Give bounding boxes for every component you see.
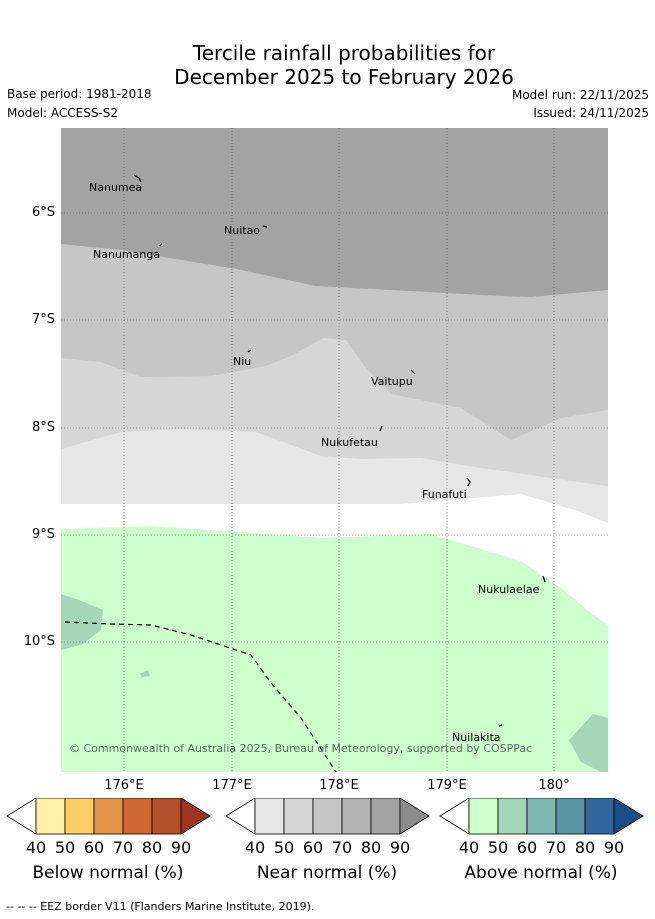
- place-label: Nanumanga: [93, 248, 161, 261]
- place-label: Nuitao: [224, 224, 261, 237]
- eez-note: -- -- -- EEZ border V11 (Flanders Marine…: [6, 900, 315, 913]
- issued-date: Issued: 24/11/2025: [533, 106, 649, 120]
- below-colorbar-extend-high: [180, 798, 211, 835]
- copyright-notice: © Commonwealth of Australia 2025, Bureau…: [69, 742, 533, 755]
- island-outlines: [133, 174, 546, 727]
- near-colorbar-segment: [312, 798, 343, 835]
- above-normal-50-zone: [61, 526, 608, 772]
- above-normal-60-patch-west: [61, 594, 103, 650]
- lat-label: 9°S: [31, 527, 55, 542]
- above-colorbar-tick: 40: [458, 838, 480, 857]
- above-normal-label: Above normal (%): [464, 863, 618, 883]
- below-colorbar-segment: [64, 798, 95, 835]
- place-label: Vaitupu: [371, 375, 413, 388]
- near-colorbar-segment: [283, 798, 314, 835]
- below-colorbar-tick: 70: [112, 838, 134, 857]
- eez-border: [64, 621, 337, 772]
- below-colorbar-tick: 50: [54, 838, 76, 857]
- lon-label: 177°E: [212, 778, 252, 793]
- place-label: Funafuti: [422, 488, 467, 501]
- above-normal-60-patch-east: [569, 714, 608, 772]
- lon-label: 178°E: [319, 778, 359, 793]
- near-normal-label: Near normal (%): [256, 863, 398, 883]
- above-colorbar-segment: [526, 798, 557, 835]
- place-label: Nanumea: [89, 181, 143, 194]
- lon-label: 179°E: [427, 778, 467, 793]
- map-svg: [61, 128, 608, 772]
- below-normal-label: Below normal (%): [32, 863, 184, 883]
- lat-label: 10°S: [23, 634, 55, 649]
- near-colorbar-tick: 80: [360, 838, 382, 857]
- place-label: Nukulaelae: [478, 583, 540, 596]
- near-normal-colorbar: [225, 798, 430, 835]
- above-colorbar-tick: 70: [545, 838, 567, 857]
- gridlines: [61, 128, 608, 772]
- near-colorbar-extend-low: [225, 798, 256, 835]
- above-colorbar-tick: 50: [487, 838, 509, 857]
- lat-label: 8°S: [31, 420, 55, 435]
- place-label: Nuilakita: [452, 731, 501, 744]
- below-colorbar-tick: 40: [25, 838, 47, 857]
- near-colorbar-tick: 70: [331, 838, 353, 857]
- below-colorbar-segment: [35, 798, 66, 835]
- lon-label: 180°: [538, 778, 570, 793]
- above-colorbar-tick: 60: [516, 838, 538, 857]
- above-colorbar-extend-low: [439, 798, 470, 835]
- below-colorbar-segment: [93, 798, 124, 835]
- above-colorbar-segment: [468, 798, 499, 835]
- above-colorbar-tick: 90: [603, 838, 625, 857]
- below-colorbar-segment: [151, 798, 182, 835]
- map-title-line1: Tercile rainfall probabilities for: [192, 41, 496, 65]
- near-colorbar-segment: [370, 798, 401, 835]
- above-colorbar-tick: 80: [574, 838, 596, 857]
- above-colorbar-segment: [584, 798, 615, 835]
- place-label: Niu: [233, 355, 252, 368]
- colorbars: [6, 798, 644, 835]
- near-colorbar-tick: 60: [302, 838, 324, 857]
- above-colorbar-segment: [555, 798, 586, 835]
- model-run: Model run: 22/11/2025: [511, 88, 649, 102]
- below-colorbar-tick: 60: [83, 838, 105, 857]
- below-colorbar-tick: 90: [170, 838, 192, 857]
- model-name: Model: ACCESS-S2: [7, 106, 119, 120]
- below-colorbar-extend-low: [6, 798, 37, 835]
- base-period: Base period: 1981-2018: [7, 87, 152, 101]
- near-colorbar-segment: [341, 798, 372, 835]
- place-label: Nukufetau: [321, 436, 378, 449]
- below-colorbar-segment: [122, 798, 153, 835]
- above-colorbar-segment: [497, 798, 528, 835]
- near-colorbar-tick: 40: [244, 838, 266, 857]
- lat-label: 7°S: [31, 312, 55, 327]
- lon-label: 176°E: [104, 778, 144, 793]
- near-colorbar-tick: 50: [273, 838, 295, 857]
- below-normal-colorbar: [6, 798, 211, 835]
- near-colorbar-tick: 90: [389, 838, 411, 857]
- near-colorbar-extend-high: [399, 798, 430, 835]
- lat-label: 6°S: [31, 205, 55, 220]
- above-colorbar-extend-high: [613, 798, 644, 835]
- above-normal-60-patch-small: [140, 670, 150, 677]
- near-colorbar-segment: [254, 798, 285, 835]
- map-panel: [61, 128, 608, 772]
- below-colorbar-tick: 80: [141, 838, 163, 857]
- above-normal-colorbar: [439, 798, 644, 835]
- map-title-line2: December 2025 to February 2026: [174, 65, 514, 89]
